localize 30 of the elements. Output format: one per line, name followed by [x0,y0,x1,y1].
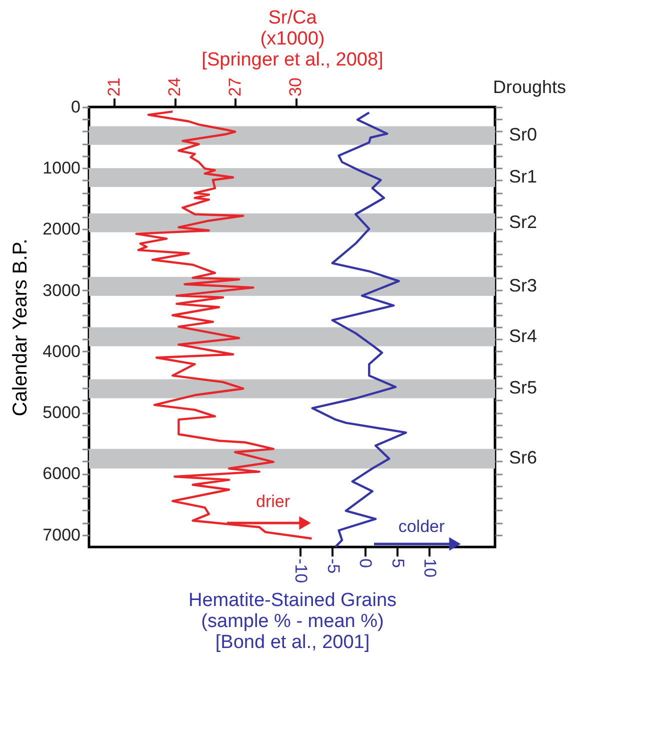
band-label: Sr0 [509,124,538,145]
text: Droughts [493,77,566,97]
y-axis-title: Calendar Years B.P. [10,238,32,416]
y-tick-label: 0 [71,98,80,116]
band-label: Sr2 [509,212,538,232]
y-tick-label: 1000 [42,158,80,178]
y-tick-label: 5000 [42,403,80,422]
x-tick-label: 10 [420,558,440,578]
y-tick-label: 4000 [42,342,80,361]
band-label: Sr6 [509,448,538,468]
x2-tick-label: 21 [104,78,124,96]
x2-tick-label: 30 [286,78,306,96]
y-tick-label: 3000 [42,280,80,300]
annotation: drier [256,492,290,511]
band-label: Sr3 [509,275,538,296]
x-tick-label: -5 [324,558,343,574]
x2-tick-label: 27 [226,78,245,96]
band-label: Sr4 [509,326,538,346]
x2-axis-title: Sr/Ca (x1000) [Springer et al., 2008] [202,8,384,71]
x2-tick-label: 24 [165,78,184,96]
x-tick-label: 5 [388,558,408,568]
y-tick-label: 7000 [42,525,80,544]
x-tick-label: -10 [292,558,311,584]
y-tick-label: 2000 [42,220,80,239]
x-axis-title: Hematite-Stained Grains (sample % - mean %) [Bond et al., 2001] [188,590,397,654]
x-tick-label: 0 [356,558,376,568]
band-label: Sr1 [509,166,538,187]
band-label: Sr5 [509,378,538,398]
y-tick-label: 6000 [42,464,80,484]
annotation: colder [398,517,445,536]
